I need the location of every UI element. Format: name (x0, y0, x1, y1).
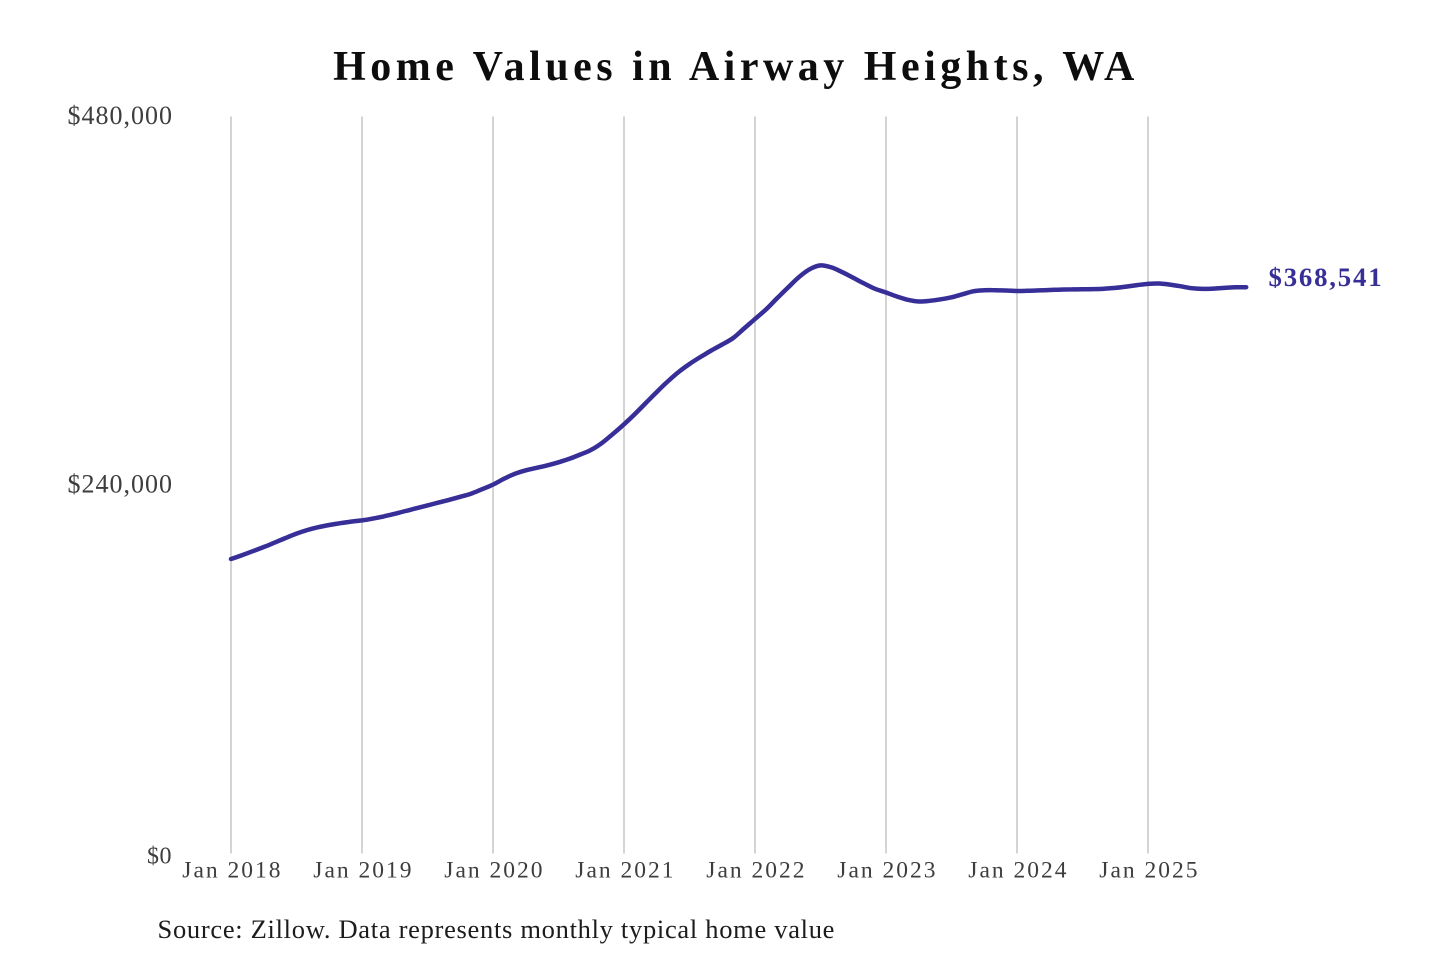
svg-text:$0: $0 (147, 844, 172, 870)
svg-text:Jan 2020: Jan 2020 (444, 858, 544, 884)
svg-text:Source: Zillow. Data represent: Source: Zillow. Data represents monthly … (158, 914, 836, 944)
svg-text:Jan 2025: Jan 2025 (1099, 858, 1199, 884)
svg-text:$368,541: $368,541 (1269, 262, 1384, 292)
svg-text:$480,000: $480,000 (68, 101, 174, 130)
svg-text:Jan 2022: Jan 2022 (706, 858, 806, 884)
svg-text:Jan 2018: Jan 2018 (182, 858, 282, 884)
svg-text:Jan 2024: Jan 2024 (968, 858, 1068, 884)
svg-text:$240,000: $240,000 (68, 469, 174, 498)
svg-text:Home Values in Airway Heights,: Home Values in Airway Heights, WA (333, 44, 1139, 90)
svg-text:Jan 2021: Jan 2021 (575, 858, 675, 884)
svg-text:Jan 2019: Jan 2019 (313, 858, 413, 884)
svg-text:Jan 2023: Jan 2023 (837, 858, 937, 884)
